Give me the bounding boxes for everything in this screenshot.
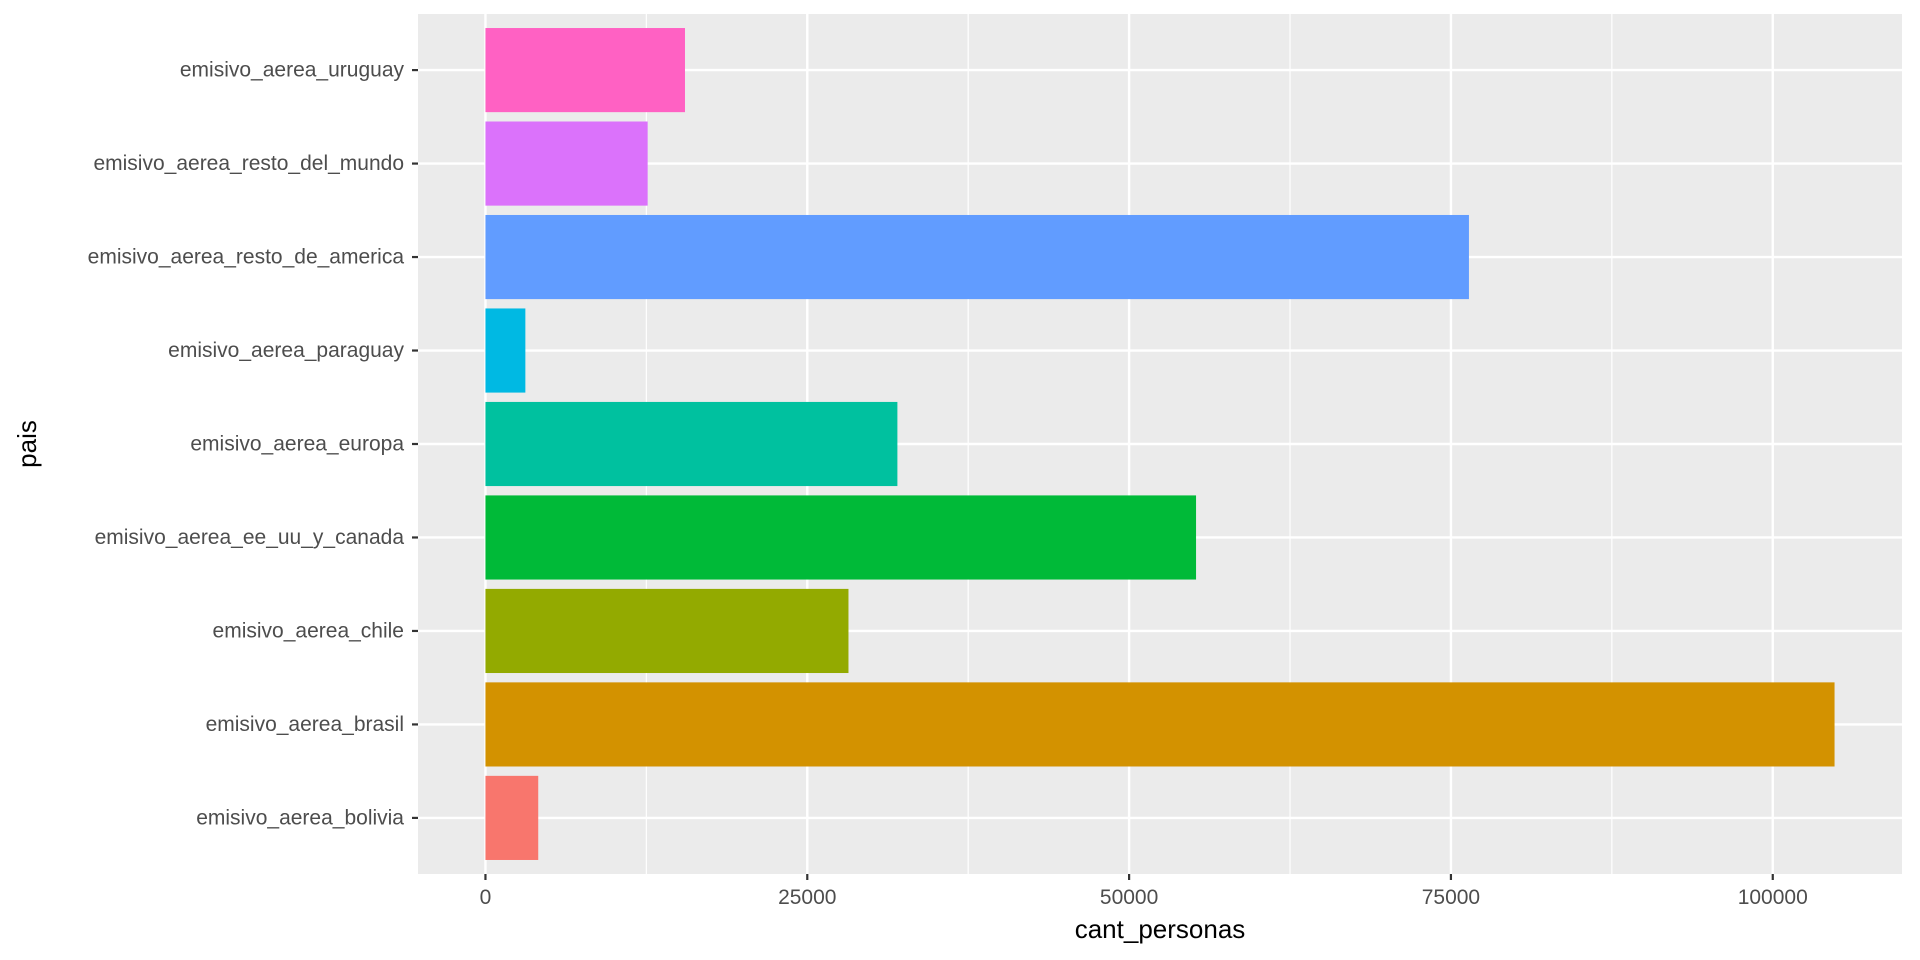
- y-tick-label: emisivo_aerea_paraguay: [168, 339, 404, 362]
- y-tick-label: emisivo_aerea_uruguay: [180, 59, 405, 82]
- bar-emisivo-aerea-ee-uu-y-canada: [485, 495, 1197, 580]
- y-tick-label: emisivo_aerea_resto_del_mundo: [93, 152, 404, 175]
- bars: [485, 28, 1835, 860]
- y-axis-title: pais: [12, 420, 42, 468]
- y-tick-label: emisivo_aerea_europa: [190, 433, 404, 456]
- bar-emisivo-aerea-resto-de-america: [485, 214, 1469, 300]
- bar-emisivo-aerea-uruguay: [485, 28, 685, 113]
- x-tick-label: 50000: [1100, 886, 1158, 909]
- bar-emisivo-aerea-brasil: [485, 682, 1835, 767]
- y-tick-label: emisivo_aerea_chile: [213, 619, 404, 642]
- x-tick-label: 25000: [778, 886, 836, 909]
- y-tick-label: emisivo_aerea_ee_uu_y_canada: [95, 526, 405, 549]
- y-tick-label: emisivo_aerea_bolivia: [196, 806, 404, 829]
- x-tick-label: 100000: [1738, 886, 1808, 909]
- y-axis: emisivo_aerea_bolivia emisivo_aerea_brasi…: [88, 59, 418, 829]
- x-tick-label: 0: [480, 886, 492, 909]
- y-tick-label: emisivo_aerea_brasil: [206, 713, 404, 736]
- y-tick-label: emisivo_aerea_resto_de_america: [88, 246, 405, 269]
- bar-emisivo-aerea-bolivia: [485, 775, 539, 860]
- bar-emisivo-aerea-europa: [485, 401, 898, 487]
- bar-emisivo-aerea-chile: [485, 588, 849, 674]
- bar-emisivo-aerea-paraguay: [485, 308, 526, 393]
- x-tick-label: 75000: [1422, 886, 1480, 909]
- x-axis-title: cant_personas: [1075, 914, 1246, 944]
- x-axis: 0 25000 50000 75000 100000: [480, 874, 1808, 909]
- bar-emisivo-aerea-resto-del-mundo: [485, 121, 648, 206]
